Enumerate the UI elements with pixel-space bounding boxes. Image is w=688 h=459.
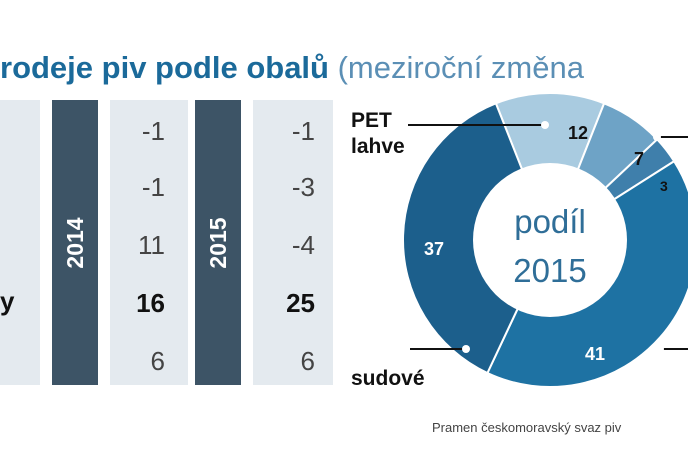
- value-2014-row-3: 16: [136, 288, 165, 318]
- slice-value-label-2: 3: [660, 178, 668, 194]
- year-2015-bar: 2015: [195, 100, 241, 385]
- leader-right-bottom-dot: [656, 345, 664, 353]
- slice-value-label-1: 7: [634, 149, 644, 169]
- pet-label-line2: lahve: [351, 135, 405, 158]
- value-2015-row-4: 6: [300, 346, 315, 376]
- year-2014-bar: 2014: [52, 100, 98, 385]
- leader-pet-dot: [541, 121, 549, 129]
- title-paren: (meziroční změna: [337, 50, 584, 85]
- source-note: Pramen českomoravský svaz piv: [432, 420, 622, 435]
- sudove-label: sudové: [351, 367, 425, 390]
- change-table: 2014 2015 y -1 -1 11 16 6 -1 -3 -4 25 6: [0, 100, 340, 390]
- pet-label: PET lahve: [351, 108, 405, 160]
- col-2015-bg: [253, 100, 333, 385]
- leader-right-top-dot: [653, 133, 661, 141]
- pet-label-line1: PET: [351, 109, 392, 132]
- chart-title: rodeje piv podle obalů (meziroční změna: [0, 48, 584, 88]
- slice-value-label-4: 37: [424, 239, 444, 259]
- value-2015-row-1: -3: [291, 172, 315, 202]
- title-bold: rodeje piv podle obalů: [0, 50, 329, 85]
- col-2014-bg: [110, 100, 188, 385]
- center-label-line1: podíl: [514, 203, 586, 240]
- slice-value-label-0: 12: [568, 123, 588, 143]
- value-2015-row-0: -1: [291, 116, 315, 146]
- value-2014-row-2: 11: [138, 230, 165, 260]
- label-column-bg: [0, 100, 40, 385]
- leader-sudove-dot: [462, 345, 470, 353]
- value-2014-row-0: -1: [141, 116, 165, 146]
- value-2014-row-4: 6: [150, 346, 165, 376]
- slice-value-label-3: 41: [585, 344, 605, 364]
- value-2014-row-1: -1: [141, 172, 165, 202]
- value-2015-row-2: -4: [291, 230, 315, 260]
- row-label-3: y: [0, 286, 15, 316]
- center-label-line2: 2015: [513, 252, 586, 289]
- value-2015-row-3: 25: [286, 288, 315, 318]
- donut-hole: [473, 163, 627, 317]
